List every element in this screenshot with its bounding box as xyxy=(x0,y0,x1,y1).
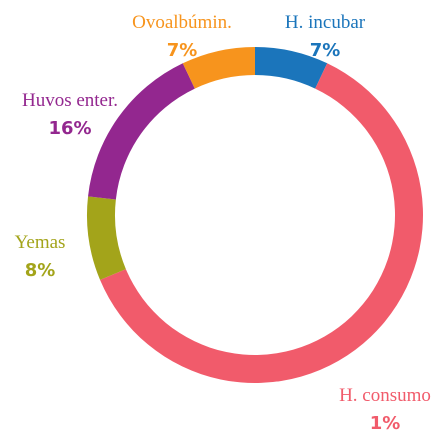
segment-label: Huvos enter. xyxy=(22,90,118,111)
segment-value: 16% xyxy=(48,118,91,139)
segment-label: H. incubar xyxy=(285,12,366,33)
segment-value: 8% xyxy=(25,260,56,281)
segment-value: 7% xyxy=(167,40,198,61)
segment-value: 1% xyxy=(370,413,401,430)
donut-segment xyxy=(88,63,195,200)
segment-label: Ovoalbúmin. xyxy=(132,12,232,33)
donut-segment xyxy=(182,47,255,89)
segment-label: Yemas xyxy=(15,232,66,253)
segment-label: H. consumo xyxy=(339,385,431,406)
donut-segment xyxy=(255,47,328,89)
donut-segment xyxy=(87,196,126,280)
segment-value: 7% xyxy=(310,40,341,61)
